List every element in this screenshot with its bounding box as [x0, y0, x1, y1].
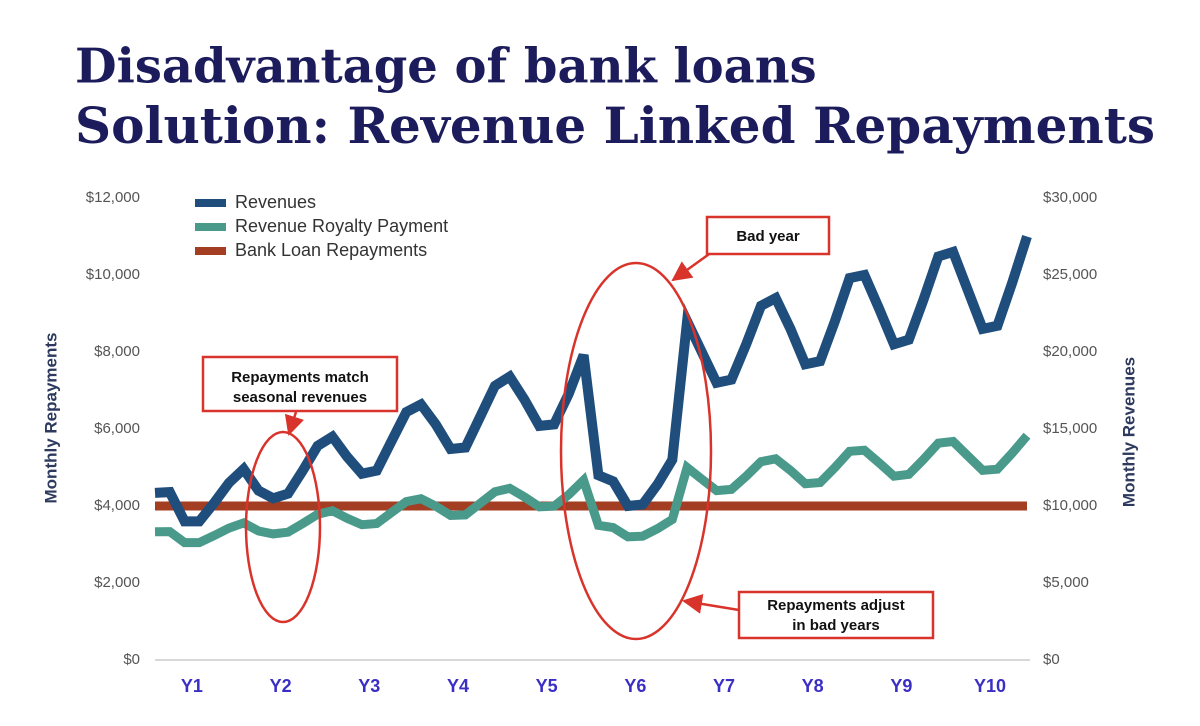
annotation-text: seasonal revenues	[233, 389, 367, 406]
x-tick-label: Y3	[358, 676, 380, 696]
x-tick-label: Y1	[181, 676, 203, 696]
arrow	[682, 594, 740, 614]
series-line	[154, 234, 1032, 527]
y2-tick-label: $5,000	[1043, 574, 1089, 591]
y-tick-label: $2,000	[94, 574, 140, 591]
y2-tick-label: $25,000	[1043, 266, 1097, 283]
title-line: Disadvantage of bank loans	[75, 39, 817, 95]
annotation-text: Repayments match	[231, 369, 369, 386]
highlight-ellipse	[559, 261, 713, 641]
x-tick-label: Y6	[624, 676, 646, 696]
annotation-box	[705, 215, 831, 256]
legend-label: Revenues	[235, 192, 316, 212]
annotation-text: Bad year	[736, 228, 800, 245]
highlight-ellipse	[244, 430, 322, 624]
y2-axis-label: Monthly Revenues	[1119, 357, 1138, 507]
legend-label: Bank Loan Repayments	[235, 240, 427, 260]
y2-tick-label: $15,000	[1043, 420, 1097, 437]
annotation-box	[201, 355, 399, 413]
y-tick-label: $8,000	[94, 343, 140, 360]
y-tick-label: $0	[123, 651, 140, 668]
y2-tick-label: $10,000	[1043, 497, 1097, 514]
x-tick-label: Y7	[713, 676, 735, 696]
y2-tick-label: $30,000	[1043, 189, 1097, 206]
annotation-text: in bad years	[792, 617, 880, 634]
x-tick-label: Y8	[802, 676, 824, 696]
y2-tick-label: $0	[1043, 651, 1060, 668]
arrow	[284, 411, 304, 436]
y-tick-label: $12,000	[86, 189, 140, 206]
y-tick-label: $6,000	[94, 420, 140, 437]
y2-tick-label: $20,000	[1043, 343, 1097, 360]
legend-label: Revenue Royalty Payment	[235, 216, 448, 236]
annotations: Repayments match seasonal revenues Bad y…	[201, 215, 935, 641]
y-axis-label: Monthly Repayments	[41, 333, 60, 504]
x-tick-label: Y9	[890, 676, 912, 696]
x-tick-label: Y4	[447, 676, 469, 696]
arrow	[671, 250, 713, 282]
series-line	[154, 432, 1031, 548]
annotation-box	[737, 590, 935, 640]
x-tick-label: Y2	[270, 676, 292, 696]
title-line: Solution: Revenue Linked Repayments	[75, 96, 1155, 155]
annotation-text: Repayments adjust	[767, 597, 905, 614]
plot: $0 $2,000 $4,000 $6,000 $8,000 $10,000 $12,000…	[86, 189, 1097, 696]
y-tick-label: $10,000	[86, 266, 140, 283]
y-tick-label: $4,000	[94, 497, 140, 514]
x-tick-label: Y10	[974, 676, 1006, 696]
x-tick-label: Y5	[536, 676, 558, 696]
